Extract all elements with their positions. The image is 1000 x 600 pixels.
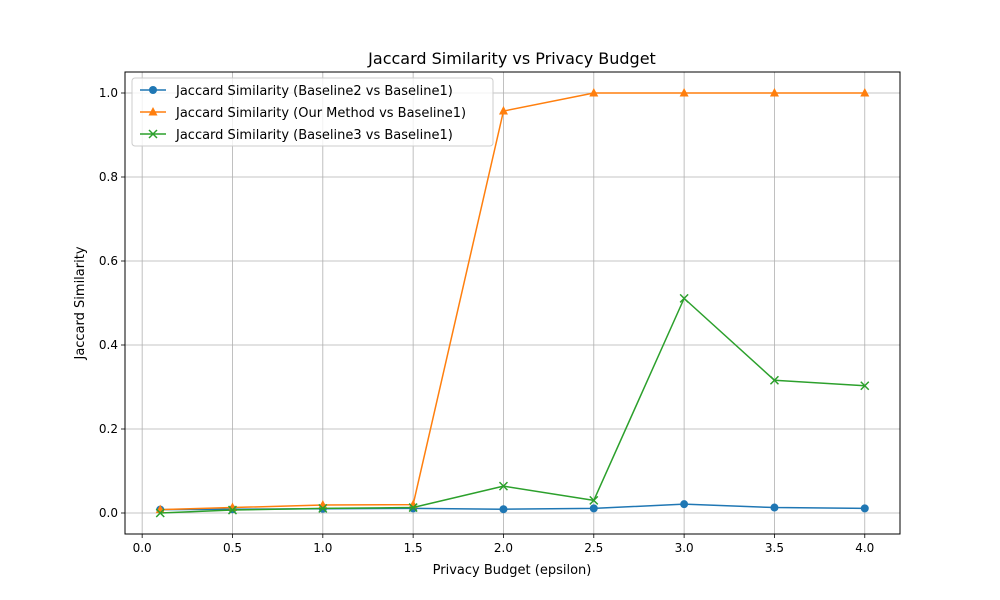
x-tick-label: 2.0 [494, 541, 513, 555]
legend-marker [149, 86, 157, 94]
legend-label: Jaccard Similarity (Baseline3 vs Baselin… [175, 128, 453, 143]
legend-entry: Jaccard Similarity (Baseline3 vs Baselin… [140, 128, 453, 143]
plot-frame [124, 71, 901, 535]
legend-marker [148, 107, 158, 116]
y-tick-label: 0.4 [99, 338, 118, 352]
data-point [680, 500, 689, 509]
x-tick-label: 3.5 [765, 541, 784, 555]
data-point [679, 88, 689, 97]
data-point [318, 503, 328, 513]
data-point [589, 495, 599, 505]
series-group [155, 88, 870, 518]
data-point [769, 375, 779, 385]
y-tick-label: 0.0 [99, 506, 118, 520]
data-point [227, 502, 237, 512]
data-point [498, 481, 508, 491]
x-tick-label: 3.0 [675, 541, 694, 555]
data-point [408, 503, 418, 513]
x-tick-label: 2.5 [584, 541, 603, 555]
data-point [679, 293, 689, 303]
data-point [589, 504, 598, 513]
data-point [227, 505, 238, 515]
data-point [769, 88, 779, 97]
legend-entry: Jaccard Similarity (Baseline2 vs Baselin… [140, 84, 453, 99]
data-point [860, 88, 870, 97]
legend-marker [148, 129, 158, 139]
data-point [589, 88, 599, 97]
y-axis-label: Jaccard Similarity [73, 246, 88, 360]
legend: Jaccard Similarity (Baseline2 vs Baselin… [131, 77, 494, 147]
x-tick-label: 0.0 [133, 541, 152, 555]
y-tick-label: 0.6 [99, 254, 118, 268]
legend-label: Jaccard Similarity (Baseline2 vs Baselin… [175, 84, 453, 99]
y-tick-label: 0.8 [99, 170, 118, 184]
y-tick-label: 1.0 [99, 86, 118, 100]
x-tick-label: 4.0 [855, 541, 874, 555]
series-3 [155, 293, 870, 518]
data-point [499, 505, 508, 514]
data-point [770, 503, 779, 512]
data-point [498, 106, 508, 115]
x-axis-label: Privacy Budget (epsilon) [433, 563, 592, 578]
axis-ticks: 0.0 0.5 1.0 1.5 2.0 2.5 3.0 3.5 4.0 0.0 0.2 0.4 0.6 0… [99, 86, 874, 555]
legend-box [131, 77, 494, 147]
data-point [860, 504, 869, 513]
data-point [155, 508, 165, 518]
data-point [860, 381, 870, 391]
legend-label: Jaccard Similarity (Our Method vs Baseli… [175, 106, 466, 121]
x-tick-label: 0.5 [223, 541, 242, 555]
grid [125, 72, 900, 534]
chart-title: Jaccard Similarity vs Privacy Budget [367, 49, 656, 68]
x-tick-label: 1.0 [313, 541, 332, 555]
legend-entry: Jaccard Similarity (Our Method vs Baseli… [140, 106, 466, 121]
x-tick-label: 1.5 [404, 541, 423, 555]
y-tick-label: 0.2 [99, 422, 118, 436]
